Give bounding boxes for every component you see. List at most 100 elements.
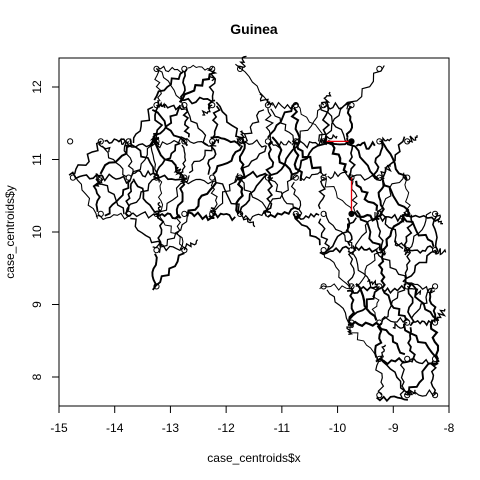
boundary-line — [319, 283, 354, 291]
boundary-line — [267, 140, 292, 149]
boundary-line — [351, 211, 380, 222]
boundary-line — [181, 144, 187, 173]
boundary-line — [291, 139, 322, 174]
boundary-line — [104, 138, 127, 145]
data-point — [376, 65, 383, 72]
boundary-line — [123, 142, 134, 178]
boundary-line — [319, 245, 351, 256]
data-point — [404, 319, 411, 326]
boundary-line — [262, 174, 298, 215]
data-point — [209, 174, 216, 181]
data-point — [97, 138, 104, 145]
data-point — [264, 174, 272, 181]
boundary-line — [149, 132, 160, 143]
boundary-line — [210, 135, 242, 147]
data-point — [320, 138, 327, 145]
boundary-line — [399, 213, 409, 224]
boundary-line — [182, 107, 190, 138]
boundary-line — [435, 212, 444, 225]
data-point — [320, 174, 327, 181]
boundary-line — [214, 173, 239, 211]
boundary-line — [347, 320, 381, 328]
x-tick-label: -8 — [444, 421, 455, 435]
boundary-line — [323, 217, 357, 254]
boundary-line — [98, 141, 111, 153]
data-point — [292, 174, 299, 181]
x-tick-label: -10 — [329, 421, 347, 435]
boundary-line — [347, 250, 378, 291]
y-tick-label: 12 — [30, 80, 44, 94]
boundary-line — [211, 138, 220, 145]
boundary-line — [377, 253, 386, 290]
boundary-line — [320, 91, 332, 106]
data-point — [236, 65, 244, 72]
boundary-line — [155, 142, 181, 177]
data-point — [376, 392, 383, 399]
data-point — [404, 283, 411, 290]
boundary-line — [407, 357, 439, 394]
boundary-line — [323, 251, 351, 288]
data-point — [97, 174, 104, 181]
boundary-line — [211, 105, 221, 139]
boundary-line — [201, 104, 213, 116]
boundary-line — [403, 211, 441, 222]
data-point — [404, 355, 411, 362]
data-point — [153, 65, 160, 72]
boundary-line — [270, 108, 295, 141]
data-point — [209, 138, 216, 145]
boundary-line — [373, 142, 384, 180]
boundary-line — [345, 217, 353, 246]
boundary-line — [242, 109, 265, 144]
boundary-line — [290, 181, 303, 218]
data-point — [236, 210, 244, 217]
data-point — [125, 210, 132, 217]
boundary-line — [234, 145, 267, 183]
boundary-line — [346, 137, 380, 180]
data-point — [348, 319, 355, 326]
x-tick-label: -11 — [274, 421, 291, 435]
boundary-line — [320, 176, 353, 214]
data-point — [181, 138, 188, 145]
boundary-line — [104, 182, 130, 217]
boundary-line — [376, 172, 405, 213]
data-point — [431, 392, 439, 399]
boundary-line — [118, 137, 130, 146]
boundary-line — [186, 181, 218, 217]
data-point — [181, 102, 188, 109]
data-point — [348, 247, 355, 254]
data-point — [431, 319, 439, 326]
data-point — [376, 210, 383, 217]
boundary-line — [265, 140, 275, 179]
data-point — [404, 392, 411, 399]
boundary-line — [326, 289, 352, 327]
boundary-line — [407, 283, 415, 327]
boundary-line — [353, 245, 378, 254]
boundary-line — [428, 288, 437, 323]
boundary-line — [327, 141, 348, 174]
boundary-line — [153, 104, 182, 142]
boundary-line — [346, 65, 385, 110]
data-point — [153, 174, 160, 181]
boundary-line — [318, 102, 350, 142]
boundary-line — [156, 212, 182, 220]
data-point — [69, 174, 77, 181]
data-point — [153, 138, 160, 145]
data-point — [376, 319, 383, 326]
data-point — [376, 247, 383, 254]
data-point — [153, 247, 160, 254]
boundary-line — [74, 175, 99, 219]
boundary-line — [214, 176, 244, 215]
boundary-line — [266, 101, 294, 110]
boundary-line — [399, 360, 406, 399]
boundary-line — [355, 283, 378, 321]
boundary-line — [410, 319, 432, 327]
data-point — [236, 174, 244, 181]
boundary-line — [238, 173, 268, 213]
boundary-line — [132, 178, 156, 213]
boundary-line — [348, 285, 385, 321]
boundary-line — [377, 180, 386, 218]
boundary-line — [345, 105, 354, 138]
boundary-line — [290, 107, 301, 147]
boundary-line — [409, 245, 434, 254]
data-point — [209, 102, 216, 109]
